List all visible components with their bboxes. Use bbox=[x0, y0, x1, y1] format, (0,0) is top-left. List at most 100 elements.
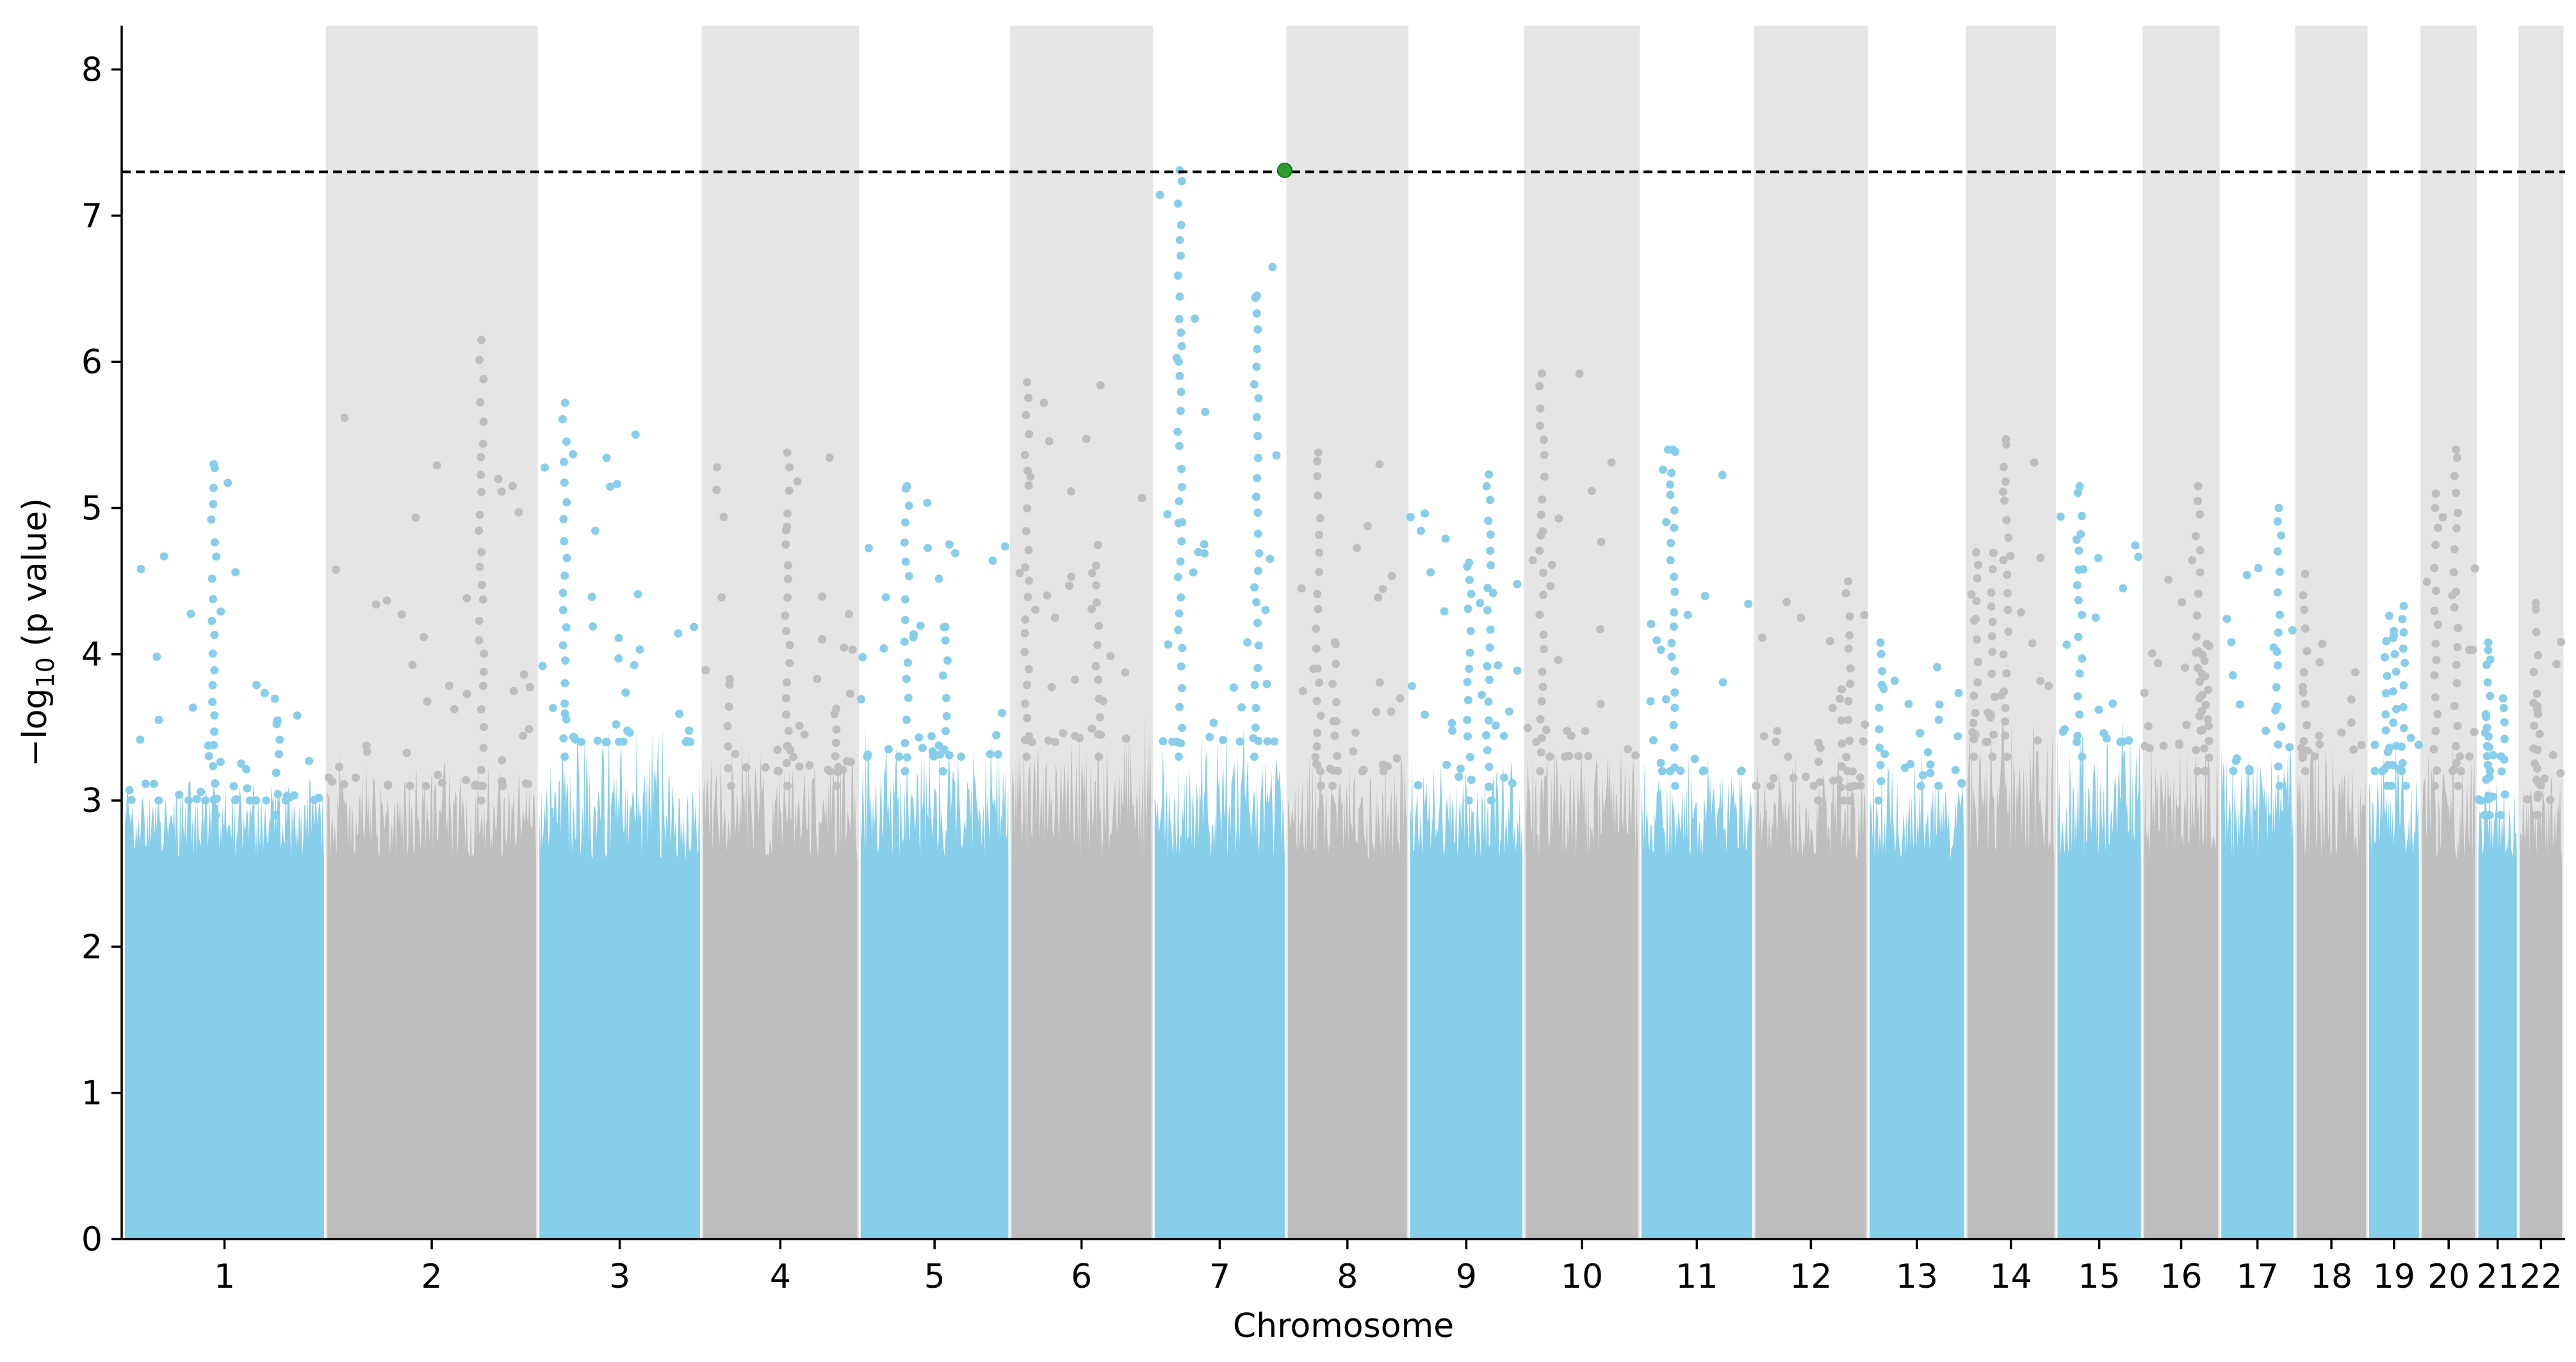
snp-point bbox=[1313, 664, 1322, 673]
snp-point bbox=[1554, 514, 1563, 523]
snp-point bbox=[1671, 781, 1680, 790]
snp-point bbox=[2196, 546, 2205, 555]
snp-point bbox=[2285, 743, 2294, 752]
snp-point bbox=[1513, 580, 1522, 588]
snp-point bbox=[782, 627, 791, 636]
snp-point bbox=[1059, 729, 1068, 738]
snp-point bbox=[1535, 610, 1544, 619]
snp-point bbox=[1363, 521, 1372, 530]
snp-point bbox=[1067, 572, 1076, 581]
snp-point bbox=[1987, 669, 1996, 678]
snp-point bbox=[1426, 568, 1435, 577]
snp-point bbox=[2454, 781, 2463, 790]
snp-point bbox=[1875, 743, 1884, 752]
peak-point bbox=[477, 336, 486, 345]
snp-point bbox=[1759, 732, 1768, 741]
peak-point bbox=[941, 622, 950, 631]
snp-point bbox=[1537, 510, 1545, 519]
snp-point bbox=[2108, 699, 2117, 708]
snp-point bbox=[795, 762, 804, 771]
snp-point bbox=[2433, 523, 2442, 532]
snp-point bbox=[1844, 644, 1853, 653]
snp-point bbox=[1024, 546, 1033, 555]
snp-point bbox=[1607, 458, 1616, 467]
snp-point bbox=[423, 697, 432, 706]
snp-point bbox=[210, 631, 219, 640]
snp-point bbox=[1670, 506, 1679, 515]
snp-point bbox=[1670, 608, 1679, 617]
snp-point bbox=[1253, 663, 1262, 672]
snp-point bbox=[1652, 636, 1661, 645]
peak-point bbox=[1485, 470, 1493, 479]
snp-point bbox=[562, 623, 571, 632]
snp-point bbox=[900, 637, 909, 646]
snp-point bbox=[2203, 715, 2212, 724]
snp-point bbox=[2272, 683, 2281, 692]
snp-point bbox=[1987, 632, 1996, 641]
snp-point bbox=[2482, 724, 2491, 732]
x-tick-label-chr-13: 13 bbox=[1896, 1258, 1938, 1296]
snp-point bbox=[2523, 795, 2532, 804]
x-tick-label-chr-12: 12 bbox=[1789, 1258, 1832, 1296]
snp-point bbox=[2198, 691, 2207, 699]
snp-point bbox=[1022, 527, 1031, 535]
snp-point bbox=[957, 752, 966, 761]
x-tick-label-chr-15: 15 bbox=[2078, 1258, 2121, 1296]
snp-point bbox=[858, 653, 867, 661]
snp-point bbox=[2454, 508, 2463, 517]
snp-point bbox=[1538, 527, 1547, 536]
snp-point bbox=[479, 667, 488, 676]
snp-point bbox=[2489, 750, 2498, 759]
snp-point bbox=[2470, 727, 2479, 736]
snp-point bbox=[2077, 512, 2086, 521]
snp-point bbox=[450, 704, 459, 713]
snp-point bbox=[475, 617, 484, 625]
chr-19-points bbox=[2368, 601, 2423, 1239]
snp-point bbox=[2430, 606, 2439, 615]
snp-point bbox=[1486, 530, 1495, 539]
snp-point bbox=[2480, 811, 2489, 820]
snp-point bbox=[1700, 592, 1709, 601]
snp-point bbox=[210, 666, 219, 675]
chr-7-envelope bbox=[1154, 722, 1285, 859]
snp-point bbox=[2196, 510, 2205, 519]
snp-point bbox=[2194, 589, 2203, 598]
snp-point bbox=[1508, 779, 1517, 788]
snp-point bbox=[2301, 766, 2310, 775]
snp-point bbox=[1253, 432, 1262, 441]
snp-point bbox=[2001, 731, 2010, 740]
snp-point bbox=[1987, 711, 1995, 719]
snp-point bbox=[950, 549, 959, 558]
snp-point bbox=[1736, 766, 1745, 775]
snp-point bbox=[402, 749, 411, 758]
snp-point bbox=[2438, 513, 2447, 522]
snp-point bbox=[1159, 737, 1168, 746]
snp-point bbox=[1093, 640, 1102, 649]
snp-point bbox=[1836, 694, 1844, 703]
snp-point bbox=[2534, 811, 2543, 820]
snp-point bbox=[1584, 752, 1593, 761]
snp-point bbox=[1969, 752, 1978, 761]
snp-point bbox=[1999, 462, 2008, 471]
chr-9-dense-region bbox=[1410, 859, 1523, 1239]
snp-point bbox=[724, 702, 733, 711]
snp-point bbox=[1809, 781, 1818, 790]
x-tick-label-chr-11: 11 bbox=[1675, 1258, 1718, 1296]
snp-point bbox=[701, 666, 710, 674]
snp-point bbox=[2182, 720, 2191, 729]
snp-point bbox=[945, 751, 954, 759]
snp-point bbox=[477, 766, 485, 774]
snp-point bbox=[781, 612, 790, 620]
snp-point bbox=[1758, 633, 1766, 642]
snp-point bbox=[2201, 672, 2210, 681]
snp-point bbox=[1669, 622, 1678, 631]
snp-point bbox=[1201, 407, 1210, 416]
snp-point bbox=[1465, 752, 1474, 761]
snp-point bbox=[1539, 630, 1548, 639]
snp-point bbox=[1670, 523, 1679, 532]
snp-point bbox=[784, 561, 792, 570]
snp-point bbox=[560, 537, 569, 546]
snp-point bbox=[571, 735, 580, 744]
snp-point bbox=[1176, 407, 1185, 416]
